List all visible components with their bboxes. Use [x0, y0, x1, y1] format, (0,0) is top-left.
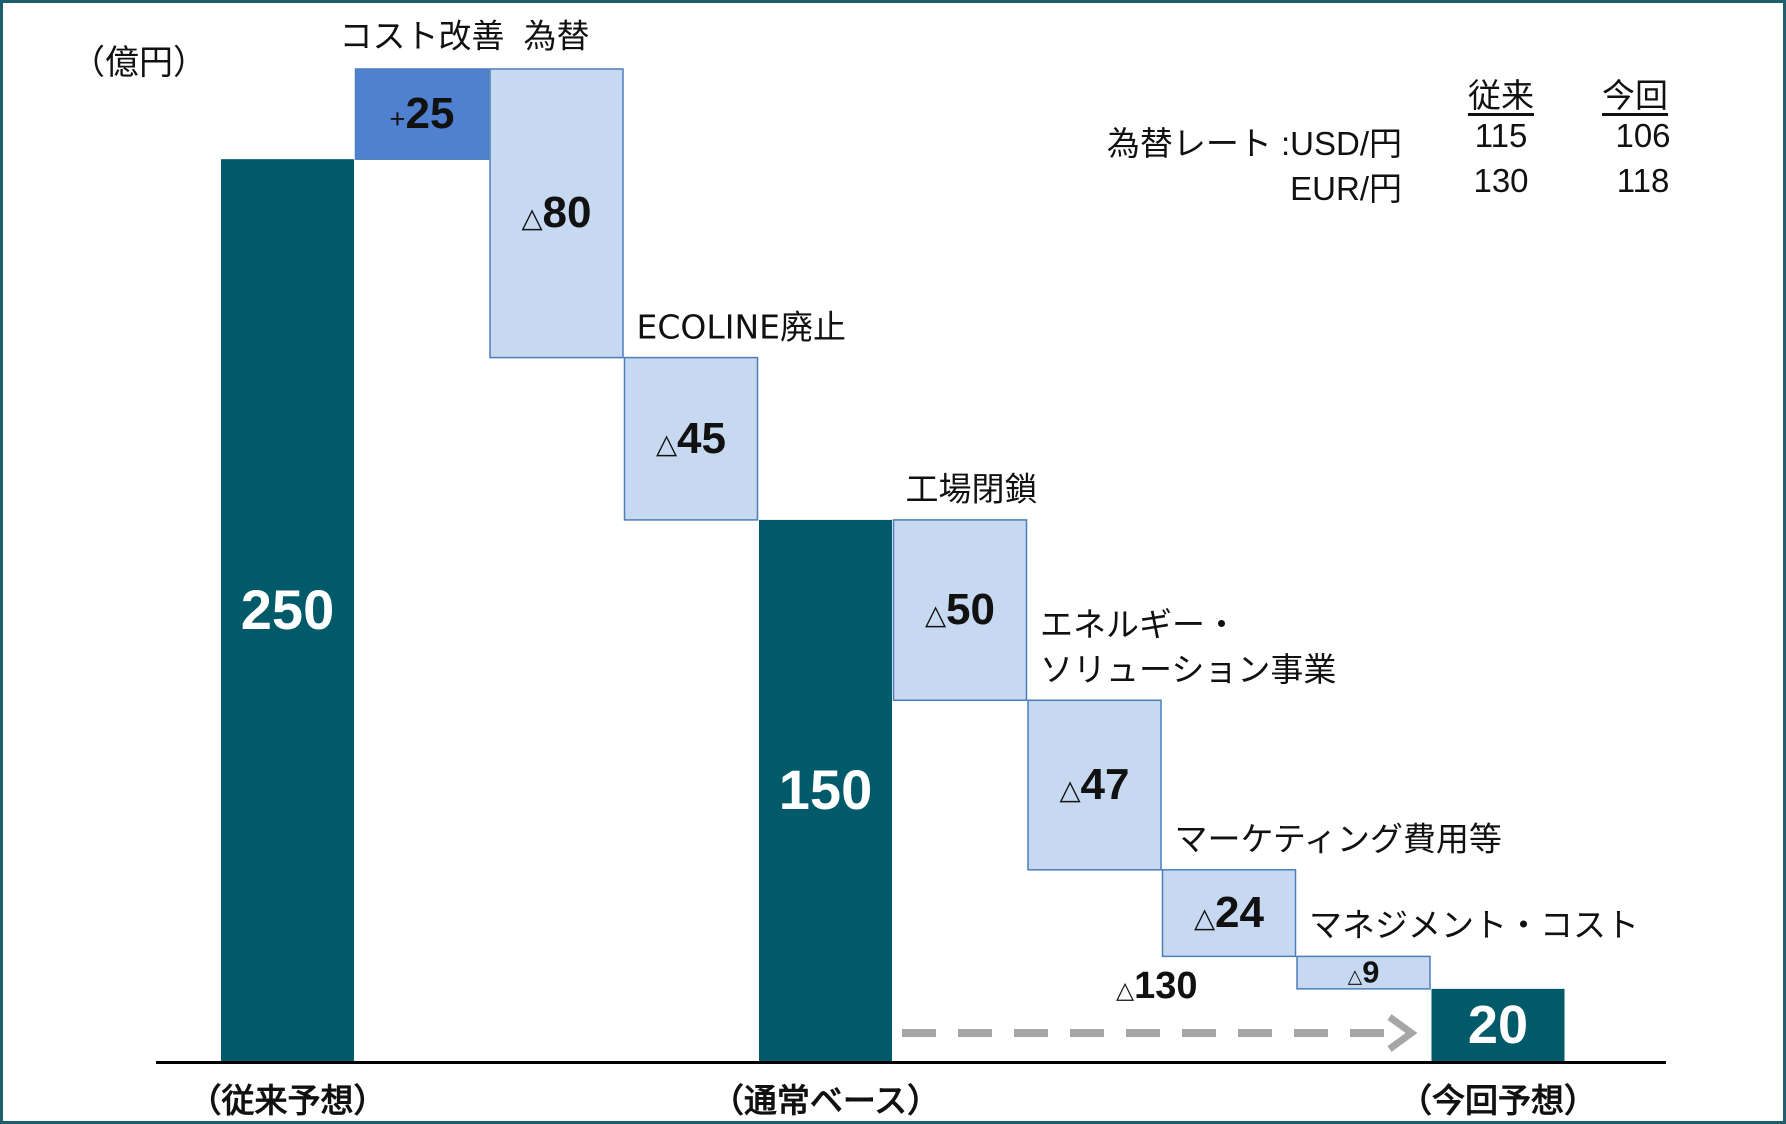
category-label: マーケティング費用等: [1174, 819, 1502, 859]
value-label: △9: [1347, 954, 1380, 990]
category-label: （今回予想）: [1399, 1081, 1597, 1120]
annotation: △130: [1115, 965, 1198, 1007]
bar: [354, 68, 490, 160]
value-label: △80: [521, 188, 592, 238]
value-label: △24: [1194, 888, 1264, 938]
value-label: △45: [656, 413, 726, 463]
category-label: エネルギー・ ソリューション事業: [1040, 605, 1337, 689]
bar: [892, 519, 1028, 702]
category-label: 為替: [523, 16, 590, 56]
category-label: ECOLINE廃止: [636, 307, 847, 347]
category-label: マネジメント・コスト: [1309, 905, 1639, 945]
category-label: （従来予想）: [188, 1081, 387, 1120]
table-cell: 130: [1473, 162, 1529, 199]
bar: [1296, 955, 1431, 990]
table-header: 今回: [1602, 77, 1668, 114]
bar: [759, 519, 892, 1061]
table-cell: 115: [1474, 117, 1528, 154]
bar: [221, 159, 354, 1061]
table-row-label: EUR/円: [1290, 170, 1402, 207]
value-label: △47: [1059, 760, 1130, 810]
bar: [1027, 699, 1162, 871]
bar: [623, 356, 759, 521]
value-label: 150: [778, 758, 873, 822]
bar: [1431, 988, 1565, 1061]
table-cell: 118: [1616, 162, 1670, 199]
bar: [489, 68, 624, 359]
category-label: 工場閉鎖: [905, 469, 1038, 509]
value-label: 250: [240, 578, 335, 642]
table-row-label: 為替レート :USD/円: [1106, 125, 1402, 162]
chart-canvas: [156, 68, 1666, 1064]
table-header: 従来: [1468, 77, 1534, 114]
category-label: コスト改善: [339, 16, 505, 56]
category-label: （通常ベース）: [710, 1081, 941, 1120]
arrow-head: [1387, 1014, 1418, 1052]
value-label: △50: [925, 585, 995, 635]
bar: [1161, 869, 1297, 958]
table-cell: 106: [1615, 117, 1671, 154]
unit-label: （億円）: [71, 43, 207, 83]
value-label: 20: [1467, 994, 1529, 1055]
value-label: +25: [389, 89, 455, 139]
